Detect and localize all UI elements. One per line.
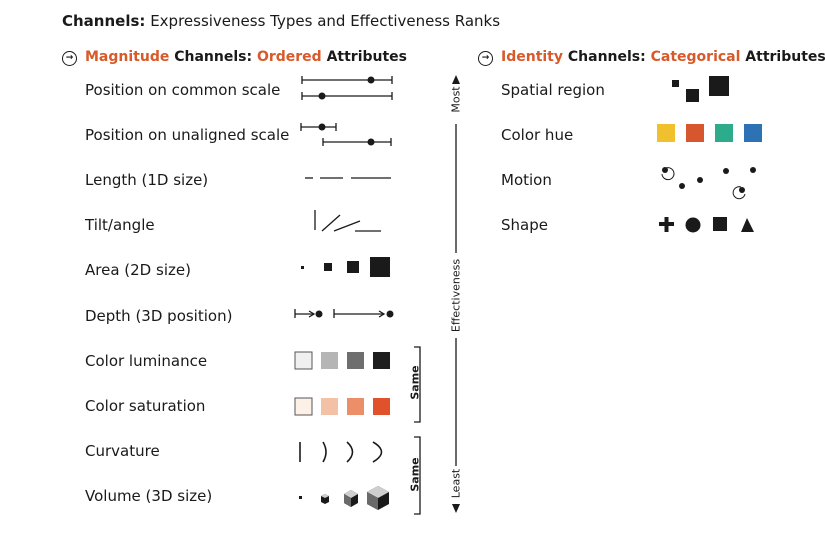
label-curvature: Curvature: [85, 442, 160, 460]
curvature-glyph: [299, 441, 383, 463]
common-scale-glyph: [301, 76, 393, 100]
label-motion: Motion: [501, 171, 552, 189]
saturation-swatch-4: [373, 398, 390, 415]
label-length: Length (1D size): [85, 171, 209, 189]
luminance-swatches: [294, 351, 390, 370]
depth-glyph: [294, 309, 394, 318]
unaligned-scale-glyph: [300, 123, 392, 146]
label-depth: Depth (3D position): [85, 307, 233, 325]
saturation-swatch-3: [347, 398, 364, 415]
hue-swatches: [657, 124, 762, 142]
saturation-swatches: [294, 397, 390, 416]
area-glyph: [301, 257, 390, 277]
label-area: Area (2D size): [85, 261, 191, 279]
hue-swatch-3: [715, 124, 733, 142]
page-title: Channels: Expressiveness Types and Effec…: [62, 12, 501, 30]
luminance-swatch-3: [347, 352, 364, 369]
label-spatial-region: Spatial region: [501, 81, 605, 99]
least-label: Least: [449, 468, 463, 499]
saturation-swatch-2: [321, 398, 338, 415]
label-tilt: Tilt/angle: [85, 216, 155, 234]
label-luminance: Color luminance: [85, 352, 208, 370]
arrow-circle-icon: →: [62, 51, 77, 66]
label-volume: Volume (3D size): [85, 487, 213, 505]
label-saturation: Color saturation: [85, 397, 206, 415]
luminance-swatch-1: [294, 351, 313, 370]
motion-glyph: [661, 167, 756, 200]
spatial-region-glyph: [672, 76, 729, 102]
hue-swatch-4: [744, 124, 762, 142]
hue-swatch-1: [657, 124, 675, 142]
volume-glyph: [299, 486, 389, 510]
luminance-swatch-4: [373, 352, 390, 369]
most-label: Most: [449, 86, 463, 113]
identity-header: → Identity Channels: Categorical Attribut…: [478, 49, 825, 66]
label-position-unaligned: Position on unaligned scale: [85, 126, 290, 144]
effectiveness-axis: [452, 75, 460, 513]
same-label-2: Same: [408, 457, 422, 492]
label-color-hue: Color hue: [501, 126, 574, 144]
saturation-swatch-1: [294, 397, 313, 416]
same-label-1: Same: [408, 365, 422, 400]
arrow-circle-icon: →: [478, 51, 493, 66]
label-shape: Shape: [501, 216, 548, 234]
same-brackets: [414, 346, 421, 515]
tilt-glyph: [314, 210, 381, 232]
effectiveness-label: Effectiveness: [449, 258, 463, 333]
hue-swatch-2: [686, 124, 704, 142]
luminance-swatch-2: [321, 352, 338, 369]
magnitude-header: → Magnitude Channels: Ordered Attributes: [62, 49, 407, 66]
label-position-common: Position on common scale: [85, 81, 281, 99]
shape-glyph: [659, 217, 754, 233]
